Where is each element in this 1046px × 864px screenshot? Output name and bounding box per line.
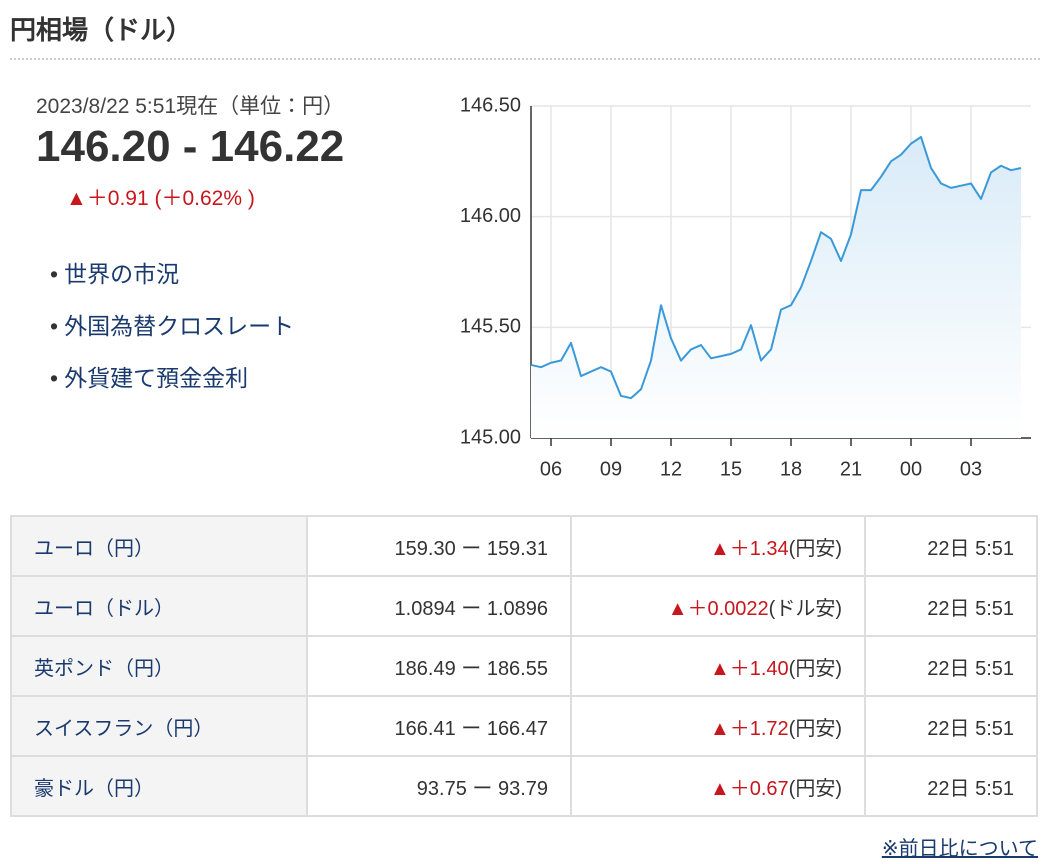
y-tick-label: 146.00: [460, 205, 521, 227]
link[interactable]: 外国為替クロスレート: [64, 313, 295, 339]
x-tick-label: 12: [660, 458, 682, 480]
change-note: (ドル安): [768, 597, 842, 620]
currency-name: 英ポンド（円）: [10, 635, 308, 697]
table-row: スイスフラン（円） 166.41 ー 166.47 ▲＋1.72(円安) 22日 5:…: [10, 695, 1038, 757]
x-tick-label: 21: [840, 458, 862, 480]
y-tick-label: 145.00: [460, 426, 521, 448]
change: ▲＋0.91 (＋0.62% ): [66, 187, 255, 210]
table-row: 豪ドル（円） 93.75 ー 93.79 ▲＋0.67(円安) 22日 5:51: [10, 755, 1038, 817]
change-note: (円安): [788, 777, 842, 800]
link[interactable]: 外貨建て預金金利: [64, 365, 249, 391]
currency-rate: 93.75 ー 93.79: [306, 755, 572, 817]
currency-name: スイスフラン（円）: [10, 695, 308, 757]
link-list: 世界の市況外国為替クロスレート外貨建て預金金利: [50, 255, 294, 411]
currency-rate: 159.30 ー 159.31: [306, 515, 572, 577]
update-time: 22日 5:51: [864, 695, 1038, 757]
change-value: ＋1.34: [729, 537, 789, 560]
link[interactable]: 世界の市況: [64, 261, 180, 287]
update-time: 22日 5:51: [864, 635, 1038, 697]
table-row: ユーロ（円） 159.30 ー 159.31 ▲＋1.34(円安) 22日 5:51: [10, 515, 1038, 577]
change-note: (円安): [788, 657, 842, 680]
currency-change: ▲＋0.67(円安): [570, 755, 866, 817]
change-value: ＋0.0022: [687, 597, 769, 620]
currency-rate: 186.49 ー 186.55: [306, 635, 572, 697]
link-item: 外国為替クロスレート: [50, 307, 294, 359]
title: 円相場（ドル）: [10, 15, 193, 45]
change-arrow: ▲: [667, 597, 688, 620]
change-note: (円安): [788, 717, 842, 740]
currency-change: ▲＋1.72(円安): [570, 695, 866, 757]
link-item: 外貨建て預金金利: [50, 359, 294, 411]
y-tick-label: 145.50: [460, 316, 521, 338]
divider: [10, 58, 1040, 60]
x-tick-label: 09: [600, 458, 622, 480]
currency-name: 豪ドル（円）: [10, 755, 308, 817]
currency-rate: 166.41 ー 166.47: [306, 695, 572, 757]
table-row: 英ポンド（円） 186.49 ー 186.55 ▲＋1.40(円安) 22日 5:51: [10, 635, 1038, 697]
currency-change: ▲＋1.40(円安): [570, 635, 866, 697]
change-value: ＋1.40: [729, 657, 789, 680]
change-value: ＋0.67: [729, 777, 789, 800]
currency-change: ▲＋0.0022(ドル安): [570, 575, 866, 637]
area: [531, 136, 1021, 438]
timestamp: 2023/8/22 5:51現在（単位：円）: [36, 95, 345, 118]
x-tick-label: 15: [720, 458, 742, 480]
change-value: ＋1.72: [729, 717, 789, 740]
x-tick-label: 18: [780, 458, 802, 480]
line: [530, 135, 1022, 400]
x-tick-label: 03: [960, 458, 982, 480]
currency-rate: 1.0894 ー 1.0896: [306, 575, 572, 637]
table-row: ユーロ（ドル） 1.0894 ー 1.0896 ▲＋0.0022(ドル安) 22日 5…: [10, 575, 1038, 637]
y-tick-label: 146.50: [460, 94, 521, 116]
update-time: 22日 5:51: [864, 755, 1038, 817]
change-arrow: ▲: [709, 537, 730, 560]
update-time: 22日 5:51: [864, 515, 1038, 577]
rate: 146.20 - 146.22: [36, 122, 345, 171]
rate-table: ユーロ（円） 159.30 ー 159.31 ▲＋1.34(円安) 22日 5:51 ユ…: [10, 515, 1038, 817]
currency-name: ユーロ（円）: [10, 515, 308, 577]
update-time: 22日 5:51: [864, 575, 1038, 637]
change-arrow: ▲: [709, 777, 730, 800]
currency-name: ユーロ（ドル）: [10, 575, 308, 637]
change-arrow: ▲: [709, 717, 730, 740]
chart: 145.00 145.50 146.00 146.50 06 09 12 15 18 21 00 03: [460, 94, 1031, 480]
change-arrow: ▲: [709, 657, 730, 680]
x-tick-label: 00: [900, 458, 922, 480]
currency-change: ▲＋1.34(円安): [570, 515, 866, 577]
link-item: 世界の市況: [50, 255, 294, 307]
x-tick-label: 06: [540, 458, 562, 480]
footnote-link[interactable]: ※前日比について: [881, 838, 1038, 860]
change-note: (円安): [788, 537, 842, 560]
